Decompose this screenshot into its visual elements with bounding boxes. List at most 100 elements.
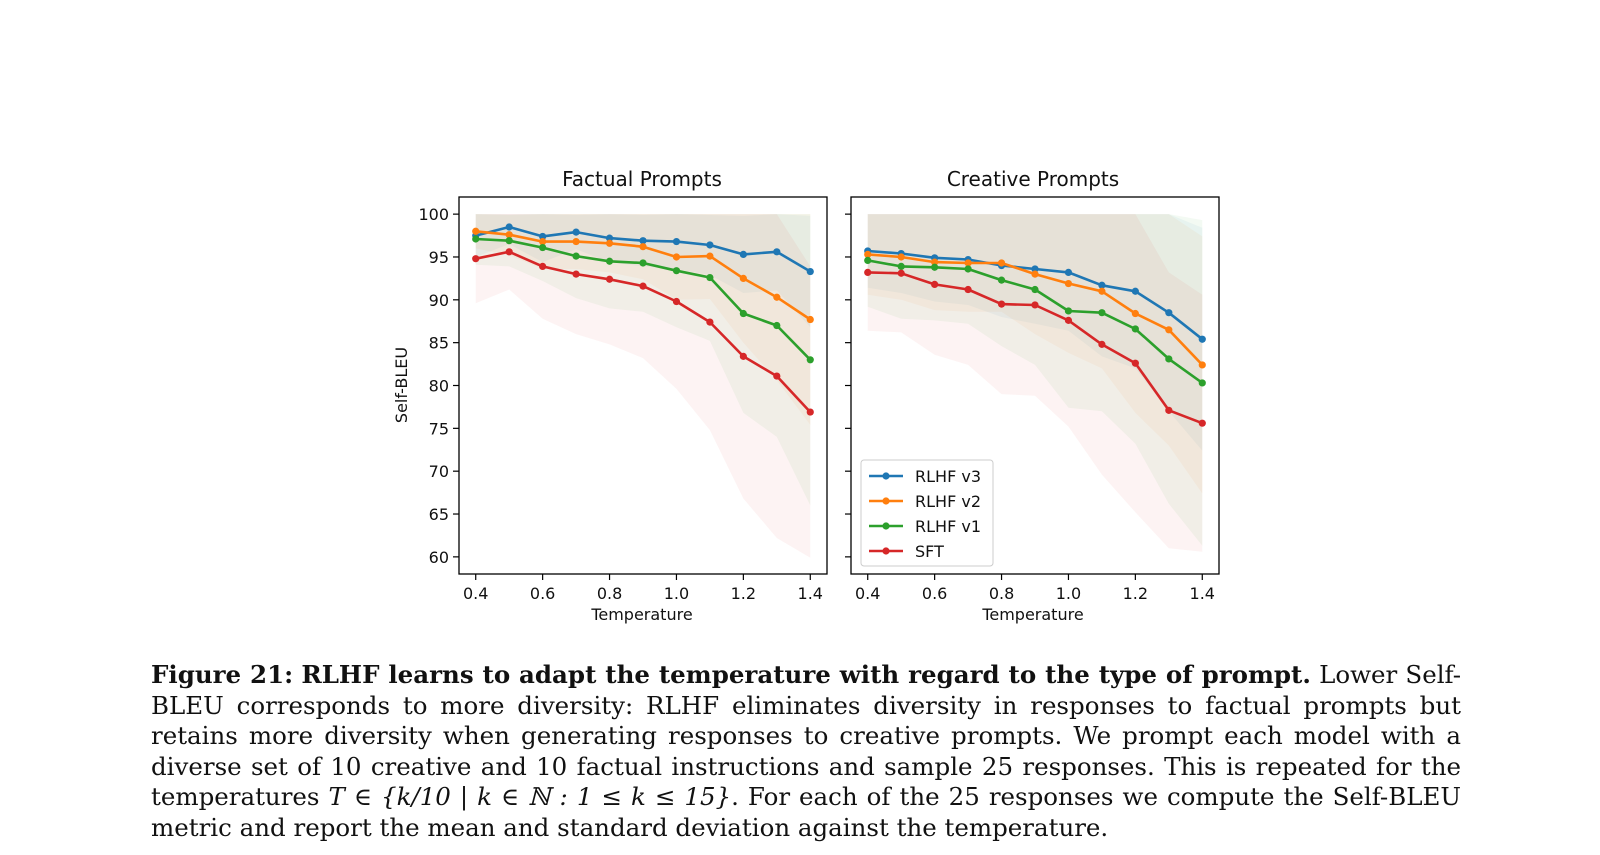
y-tick-label: 60 [429, 548, 449, 567]
data-point [1198, 335, 1206, 343]
data-point [1064, 316, 1073, 324]
data-point [639, 243, 647, 251]
data-point [773, 248, 781, 256]
data-point [1165, 309, 1173, 317]
data-point [1198, 419, 1206, 427]
std-band [867, 214, 1203, 546]
data-point [864, 268, 872, 276]
data-point [897, 253, 905, 261]
x-tick-label: 0.8 [597, 584, 622, 603]
x-tick-label: 1.0 [1056, 584, 1081, 603]
data-point [605, 234, 614, 242]
data-point [639, 282, 647, 290]
data-point [1098, 287, 1106, 295]
data-point [572, 237, 580, 246]
data-point [672, 253, 681, 261]
data-point [1165, 326, 1173, 334]
data-point [773, 321, 781, 330]
data-point [1198, 379, 1206, 387]
std-band [867, 214, 1203, 552]
data-point [806, 356, 814, 364]
figure-caption: Figure 21: RLHF learns to adapt the temp… [151, 660, 1461, 843]
caption-math: T ∈ {k/10 | k ∈ ℕ : 1 ≤ k ≤ 15} [328, 782, 732, 811]
std-band [475, 214, 811, 558]
legend-marker [882, 472, 890, 480]
data-point [472, 255, 480, 263]
data-point [539, 243, 547, 252]
legend-marker [882, 522, 890, 530]
y-tick-label: 100 [418, 205, 449, 224]
data-point [897, 262, 905, 271]
data-point [1098, 281, 1106, 289]
data-point [1131, 309, 1139, 318]
legend-label: RLHF v1 [915, 517, 981, 536]
data-point [672, 267, 681, 275]
y-tick-label: 80 [429, 377, 449, 396]
y-tick-label: 65 [429, 505, 449, 524]
data-point [672, 297, 681, 306]
y-tick-label: 85 [429, 334, 449, 353]
x-tick-label: 0.4 [855, 584, 880, 603]
data-point [472, 227, 480, 235]
data-point [1031, 301, 1039, 309]
factual-prompts-panel: Factual Prompts Self-BLEU Temperature 0.… [392, 167, 828, 624]
data-point [572, 252, 580, 260]
x-tick-label: 0.6 [922, 584, 947, 603]
y-axis-label: Self-BLEU [392, 347, 411, 423]
legend: RLHF v3 RLHF v2 RLHF v1 SFT [860, 459, 994, 567]
data-point [706, 241, 714, 249]
x-tick-label: 0.8 [989, 584, 1014, 603]
data-point [1098, 340, 1106, 348]
data-point [864, 250, 872, 259]
data-point [1064, 268, 1073, 276]
caption-label: Figure 21: [151, 660, 294, 689]
data-point [1098, 309, 1106, 317]
caption-text-end: . For each of the 25 responses we comput… [151, 782, 1462, 842]
x-tick-label: 1.2 [1123, 584, 1148, 603]
data-point [964, 259, 972, 267]
x-axis-label: Temperature [981, 605, 1083, 624]
data-point [739, 352, 747, 360]
data-point [505, 237, 513, 245]
std-band [867, 214, 1203, 451]
data-point [773, 293, 781, 301]
data-point [773, 372, 781, 380]
data-point [1198, 361, 1206, 369]
data-point [472, 235, 480, 243]
x-tick-label: 1.2 [731, 584, 756, 603]
x-tick-label: 1.4 [1190, 584, 1215, 603]
data-point [739, 274, 747, 282]
data-point [806, 267, 814, 276]
data-point [639, 237, 647, 245]
std-band [867, 214, 1203, 494]
data-point [806, 408, 814, 416]
legend-marker [882, 547, 890, 555]
data-point [739, 250, 747, 259]
data-point [964, 265, 972, 273]
data-point [806, 315, 814, 324]
figure: Factual Prompts Self-BLEU Temperature 0.… [392, 167, 1220, 624]
data-point [1064, 279, 1073, 288]
data-point [539, 262, 547, 271]
data-point [605, 275, 614, 283]
data-point [1031, 285, 1039, 294]
chart-title: Creative Prompts [947, 167, 1119, 191]
data-point [931, 263, 939, 271]
creative-prompts-panel: Creative Prompts Temperature 0.4 0.6 0.8 1.… [845, 167, 1220, 624]
data-point [539, 232, 547, 241]
data-point [1031, 265, 1039, 273]
data-point [1165, 355, 1173, 363]
x-tick-label: 1.4 [798, 584, 823, 603]
legend-marker [882, 497, 890, 505]
data-point [672, 237, 681, 246]
x-tick-label: 0.4 [463, 584, 488, 603]
x-tick-label: 1.0 [664, 584, 689, 603]
caption-text: Lower Self-BLEU corresponds to more dive… [151, 660, 1461, 811]
data-point [1165, 406, 1173, 414]
data-point [864, 256, 872, 265]
data-point [505, 231, 513, 239]
data-point [1064, 307, 1073, 315]
x-axis-label: Temperature [590, 605, 692, 624]
data-point [1131, 287, 1139, 295]
y-tick-label: 95 [429, 248, 449, 267]
